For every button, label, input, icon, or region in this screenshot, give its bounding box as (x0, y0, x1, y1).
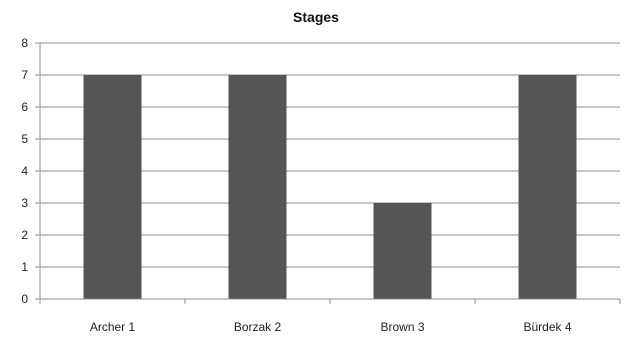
bars (83, 75, 577, 299)
x-category-label: Borzak 2 (234, 320, 282, 334)
x-category-label: Archer 1 (90, 320, 136, 334)
y-tick-label: 2 (21, 228, 28, 242)
bar-borzak-2 (228, 75, 287, 299)
axes (35, 42, 621, 304)
y-tick-label: 4 (21, 164, 28, 178)
y-tick-label: 1 (21, 260, 28, 274)
x-category-label: Brown 3 (380, 320, 424, 334)
chart-title: Stages (293, 9, 339, 25)
y-tick-label: 3 (21, 196, 28, 210)
y-tick-label: 6 (21, 100, 28, 114)
bar-brown-3 (373, 203, 432, 299)
x-category-label: Bürdek 4 (523, 320, 571, 334)
y-tick-label: 0 (21, 292, 28, 306)
y-tick-labels: 0 1 2 3 4 5 6 7 8 (21, 36, 28, 306)
x-category-labels: Archer 1 Borzak 2 Brown 3 Bürdek 4 (90, 320, 572, 334)
y-tick-label: 8 (21, 36, 28, 50)
bar-b-rdek-4 (518, 75, 577, 299)
bar-archer-1 (83, 75, 142, 299)
y-tick-label: 7 (21, 68, 28, 82)
y-tick-label: 5 (21, 132, 28, 146)
